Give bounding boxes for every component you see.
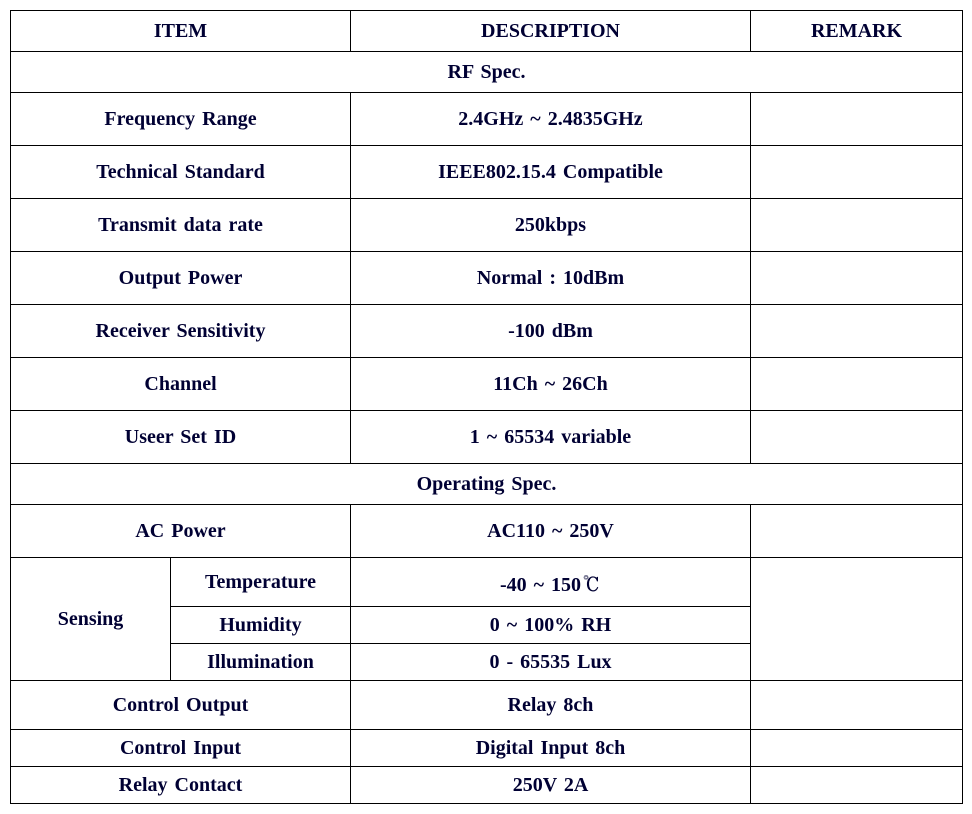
item-value: 11Ch ~ 26Ch <box>351 358 751 411</box>
item-label: Transmit data rate <box>11 199 351 252</box>
spec-table: ITEM DESCRIPTION REMARK RF Spec. Frequen… <box>10 10 963 804</box>
row-relay: Relay Contact 250V 2A <box>11 767 963 804</box>
item-remark <box>751 767 963 804</box>
row-ctrl-in: Control Input Digital Input 8ch <box>11 730 963 767</box>
item-value: 250V 2A <box>351 767 751 804</box>
item-remark <box>751 199 963 252</box>
item-remark <box>751 505 963 558</box>
row-freq-range: Frequency Range 2.4GHz ~ 2.4835GHz <box>11 93 963 146</box>
item-label: AC Power <box>11 505 351 558</box>
item-value: Normal : 10dBm <box>351 252 751 305</box>
item-remark <box>751 681 963 730</box>
header-description: DESCRIPTION <box>351 11 751 52</box>
row-channel: Channel 11Ch ~ 26Ch <box>11 358 963 411</box>
sensing-group-label: Sensing <box>11 558 171 681</box>
item-label: Technical Standard <box>11 146 351 199</box>
item-value: 0 - 65535 Lux <box>351 644 751 681</box>
row-tx-rate: Transmit data rate 250kbps <box>11 199 963 252</box>
item-value: AC110 ~ 250V <box>351 505 751 558</box>
row-out-power: Output Power Normal : 10dBm <box>11 252 963 305</box>
item-label: Humidity <box>171 607 351 644</box>
row-sensing-temp: Sensing Temperature -40 ~ 150℃ <box>11 558 963 607</box>
item-label: Temperature <box>171 558 351 607</box>
item-label: Receiver Sensitivity <box>11 305 351 358</box>
item-remark <box>751 358 963 411</box>
header-remark: REMARK <box>751 11 963 52</box>
item-value: 1 ~ 65534 variable <box>351 411 751 464</box>
item-remark <box>751 252 963 305</box>
item-value: Relay 8ch <box>351 681 751 730</box>
item-label: Illumination <box>171 644 351 681</box>
row-ctrl-out: Control Output Relay 8ch <box>11 681 963 730</box>
item-label: Control Output <box>11 681 351 730</box>
item-value: -40 ~ 150℃ <box>351 558 751 607</box>
item-value: 0 ~ 100% RH <box>351 607 751 644</box>
item-value: IEEE802.15.4 Compatible <box>351 146 751 199</box>
header-item: ITEM <box>11 11 351 52</box>
item-label: Control Input <box>11 730 351 767</box>
table-header-row: ITEM DESCRIPTION REMARK <box>11 11 963 52</box>
section-rf-label: RF Spec. <box>11 52 963 93</box>
item-label: Channel <box>11 358 351 411</box>
item-label: Useer Set ID <box>11 411 351 464</box>
item-value: Digital Input 8ch <box>351 730 751 767</box>
row-ac-power: AC Power AC110 ~ 250V <box>11 505 963 558</box>
item-label: Frequency Range <box>11 93 351 146</box>
item-remark <box>751 305 963 358</box>
item-remark <box>751 558 963 681</box>
section-op-label: Operating Spec. <box>11 464 963 505</box>
item-value: 250kbps <box>351 199 751 252</box>
item-label: Output Power <box>11 252 351 305</box>
item-remark <box>751 411 963 464</box>
item-value: 2.4GHz ~ 2.4835GHz <box>351 93 751 146</box>
section-op: Operating Spec. <box>11 464 963 505</box>
item-remark <box>751 93 963 146</box>
row-user-set-id: Useer Set ID 1 ~ 65534 variable <box>11 411 963 464</box>
row-tech-std: Technical Standard IEEE802.15.4 Compatib… <box>11 146 963 199</box>
item-label: Relay Contact <box>11 767 351 804</box>
item-remark <box>751 146 963 199</box>
section-rf: RF Spec. <box>11 52 963 93</box>
item-value: -100 dBm <box>351 305 751 358</box>
item-remark <box>751 730 963 767</box>
row-rx-sens: Receiver Sensitivity -100 dBm <box>11 305 963 358</box>
